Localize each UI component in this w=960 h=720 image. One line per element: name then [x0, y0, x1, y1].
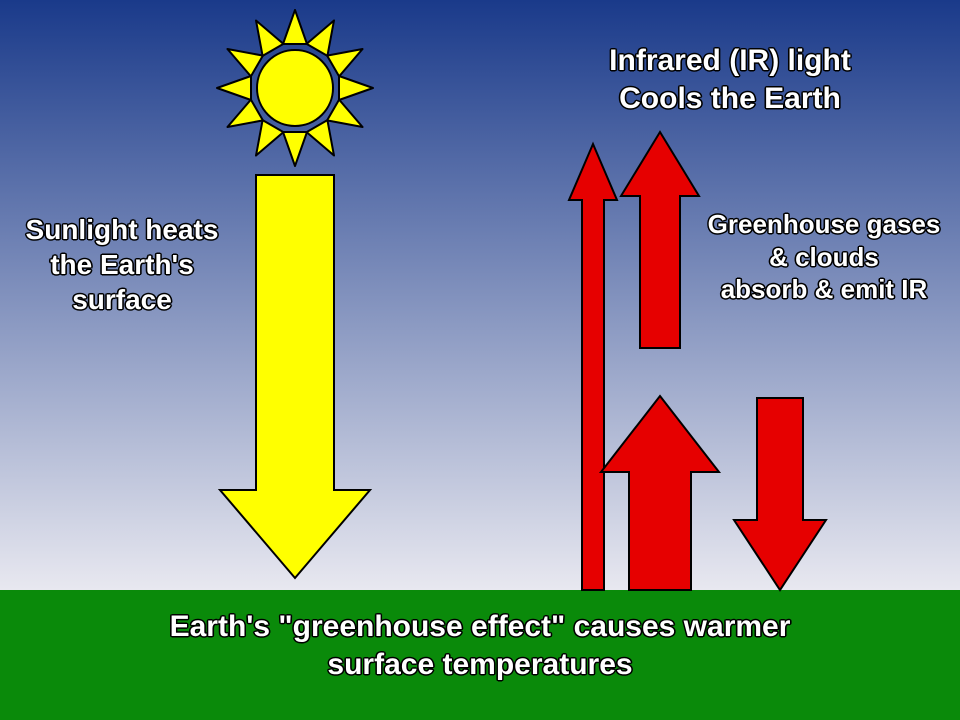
diagram-stage: Sunlight heats the Earth's surface Infra… — [0, 0, 960, 720]
footer-caption: Earth's "greenhouse effect" causes warme… — [0, 608, 960, 683]
ir-cools-label: Infrared (IR) light Cools the Earth — [530, 42, 930, 117]
sunlight-label: Sunlight heats the Earth's surface — [12, 212, 232, 317]
greenhouse-gases-label: Greenhouse gases & clouds absorb & emit … — [684, 208, 960, 306]
